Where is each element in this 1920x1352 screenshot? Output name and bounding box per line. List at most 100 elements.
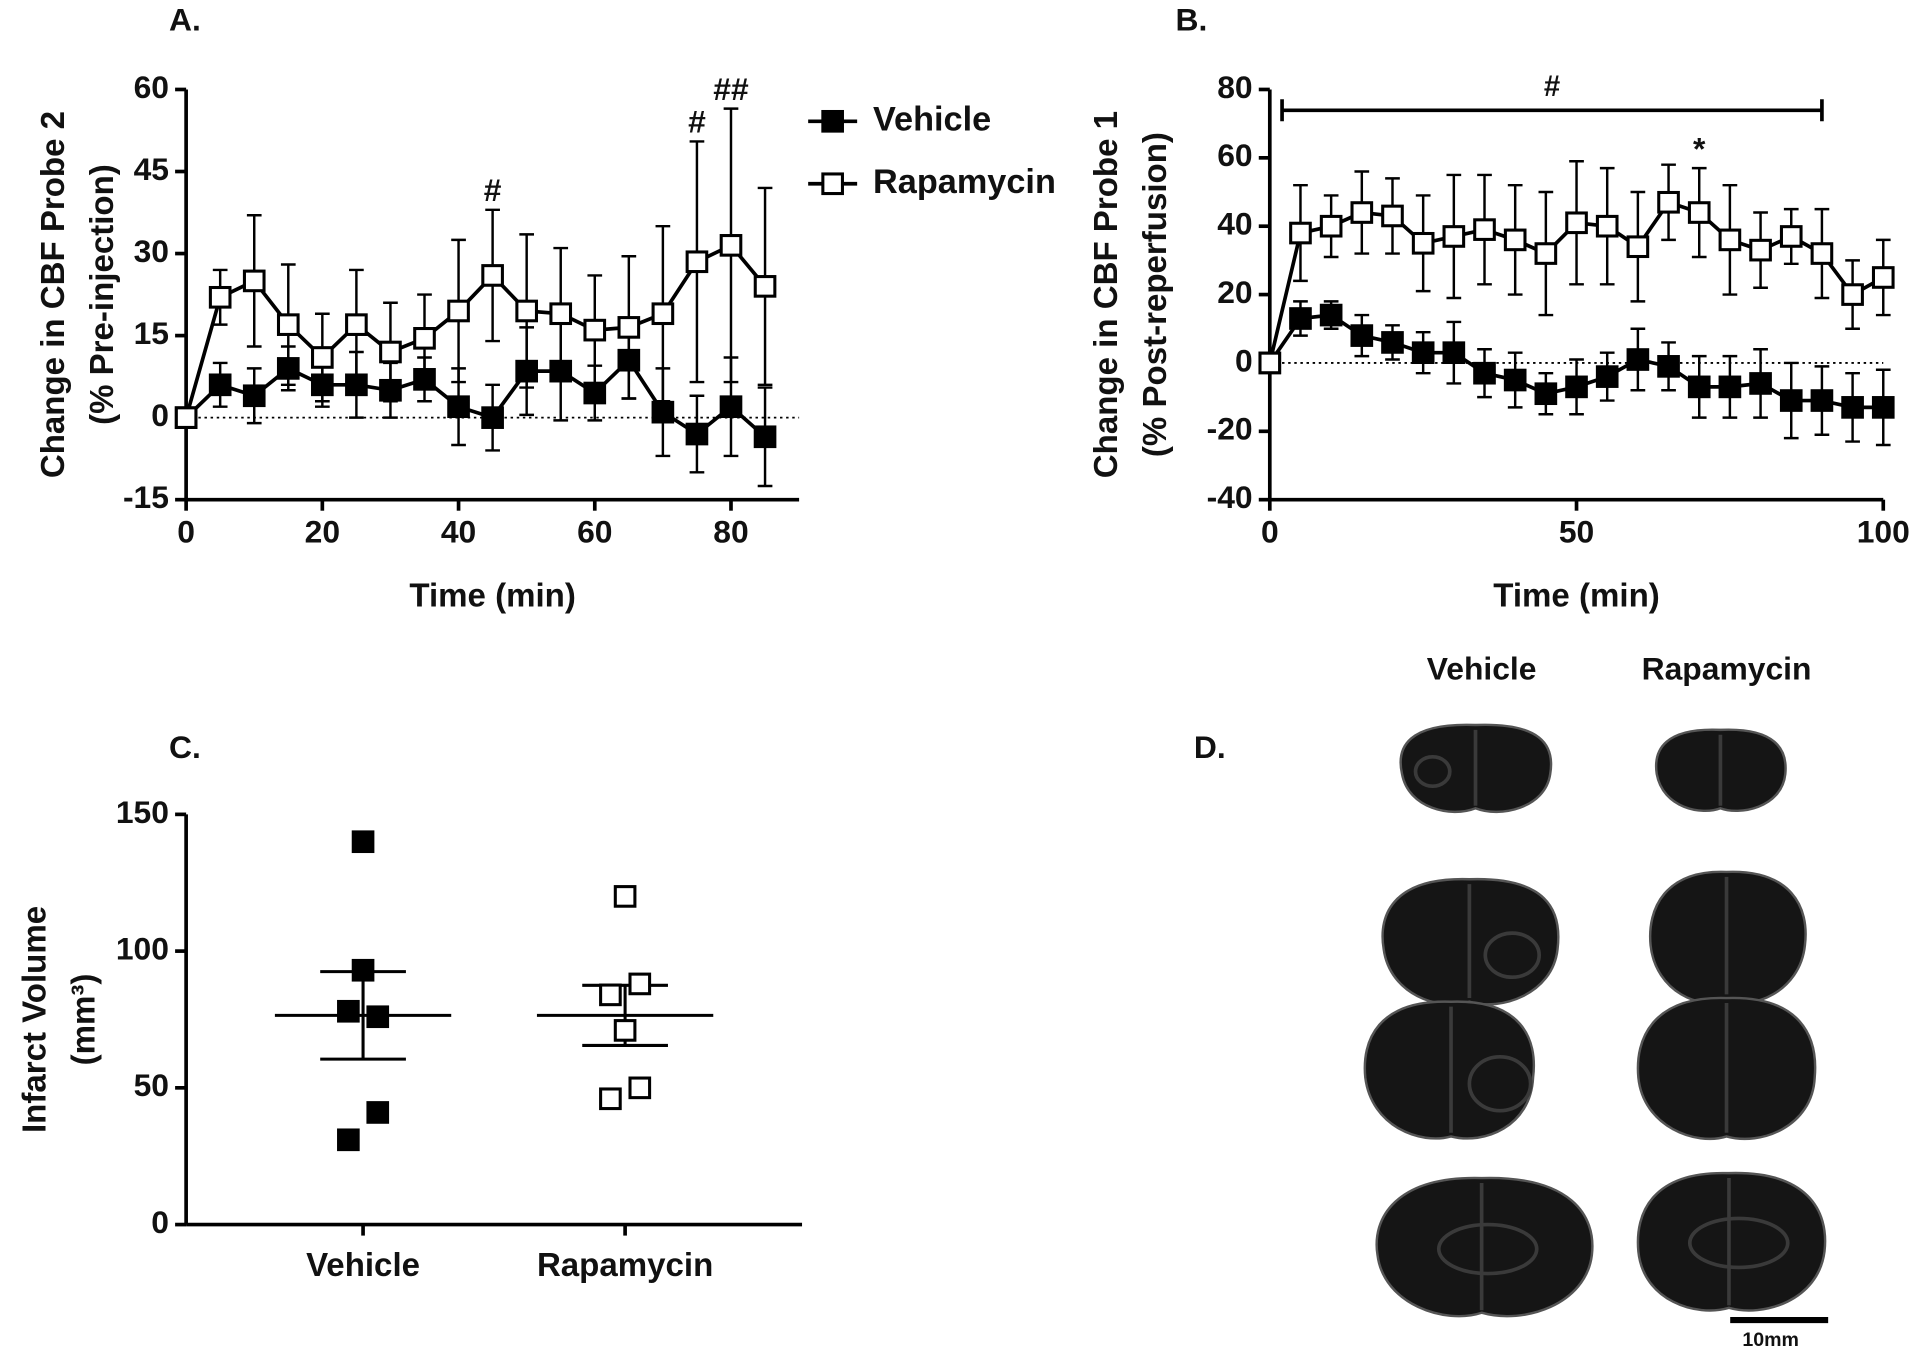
marker <box>583 381 607 405</box>
marker <box>1687 375 1711 399</box>
marker <box>1626 348 1650 371</box>
marker <box>753 275 777 298</box>
y-axis-label: Change in CBF Probe 1 <box>1088 111 1125 478</box>
marker <box>1871 396 1895 419</box>
data-point <box>628 1076 652 1100</box>
data-point <box>599 1087 622 1111</box>
marker <box>1350 201 1374 224</box>
marker <box>1381 204 1404 228</box>
legend-label: Rapamycin <box>873 163 1056 201</box>
y-tick-label: 80 <box>1217 69 1252 105</box>
marker <box>1841 283 1864 306</box>
y-axis-label: (mm³) <box>65 974 102 1066</box>
marker <box>413 327 436 350</box>
marker <box>1687 201 1711 224</box>
x-tick-label: 40 <box>441 513 476 549</box>
panel-title: A. <box>169 2 201 38</box>
column-label: Vehicle <box>1427 651 1537 687</box>
y-axis-label: Change in CBF Probe 2 <box>35 111 72 478</box>
x-axis-label: Time (min) <box>1493 577 1659 614</box>
marker <box>311 373 334 397</box>
x-tick-label: 50 <box>1559 513 1594 549</box>
marker <box>481 264 504 287</box>
data-point <box>613 885 637 908</box>
marker <box>379 340 402 364</box>
marker <box>1503 228 1527 252</box>
data-point <box>337 1128 360 1152</box>
brain-slice <box>1636 1171 1827 1312</box>
marker <box>1749 372 1772 395</box>
midline <box>1449 729 1731 1311</box>
marker <box>719 395 743 419</box>
data-point <box>613 1019 637 1042</box>
legend-label: Vehicle <box>873 100 991 138</box>
annotation: # <box>484 172 502 208</box>
y-tick-label: -15 <box>123 479 169 515</box>
legend-marker <box>821 172 844 196</box>
marker <box>719 234 743 257</box>
x-tick-label: 100 <box>1857 513 1910 549</box>
y-tick-label: 50 <box>134 1067 169 1103</box>
marker <box>447 299 470 323</box>
data-point <box>351 958 375 982</box>
y-tick-label: 15 <box>134 315 169 351</box>
brain-slices <box>1363 723 1827 1318</box>
x-axis-label: Time (min) <box>409 577 575 614</box>
y-tick-label: 0 <box>1235 342 1253 378</box>
x-tick-label: 0 <box>1261 513 1279 549</box>
marker <box>1442 225 1466 248</box>
marker <box>1810 242 1834 265</box>
marker <box>1381 331 1404 354</box>
marker <box>1718 375 1742 399</box>
marker <box>1534 242 1558 265</box>
marker <box>413 368 436 391</box>
y-tick-label: 20 <box>1217 274 1252 310</box>
marker <box>515 359 538 383</box>
annotation: # <box>688 104 706 140</box>
tissue-detail <box>1436 1222 1539 1276</box>
marker <box>1779 389 1803 412</box>
marker <box>1779 225 1803 248</box>
x-tick-label: Vehicle <box>306 1247 420 1284</box>
data-point <box>366 1005 390 1029</box>
y-tick-label: 40 <box>1217 206 1252 242</box>
marker <box>345 373 368 397</box>
marker <box>515 299 538 323</box>
y-axis-label: Infarct Volume <box>16 906 53 1133</box>
annotation: * <box>1693 130 1706 166</box>
legend-marker <box>821 109 844 133</box>
annotation: ## <box>713 71 749 107</box>
marker <box>1411 231 1435 255</box>
data-point <box>599 983 622 1007</box>
marker <box>311 346 334 369</box>
marker <box>345 313 368 336</box>
data-point <box>366 1101 390 1124</box>
data-point <box>628 972 652 996</box>
marker <box>549 359 573 383</box>
marker <box>1473 218 1496 241</box>
marker <box>1258 351 1282 375</box>
y-tick-label: -40 <box>1207 479 1253 515</box>
marker <box>208 373 232 397</box>
y-tick-label: 150 <box>116 794 169 830</box>
y-tick-label: 30 <box>134 233 169 269</box>
marker <box>1473 361 1496 385</box>
y-tick-label: 100 <box>116 931 169 967</box>
marker <box>276 313 300 336</box>
scale-bar-label: 10mm <box>1742 1329 1799 1351</box>
marker <box>208 285 232 309</box>
y-tick-label: 0 <box>151 397 169 433</box>
marker <box>1319 303 1343 327</box>
x-tick-label: 80 <box>713 513 748 549</box>
y-tick-label: 0 <box>151 1204 169 1240</box>
y-tick-label: 60 <box>1217 137 1252 173</box>
y-axis-label: (% Post-reperfusion) <box>1137 132 1174 457</box>
marker <box>685 422 709 446</box>
marker <box>1749 238 1772 262</box>
significance-bracket <box>1280 99 1824 122</box>
marker <box>1626 235 1650 259</box>
brain-slice <box>1375 1176 1594 1318</box>
x-tick-label: Rapamycin <box>537 1247 713 1284</box>
